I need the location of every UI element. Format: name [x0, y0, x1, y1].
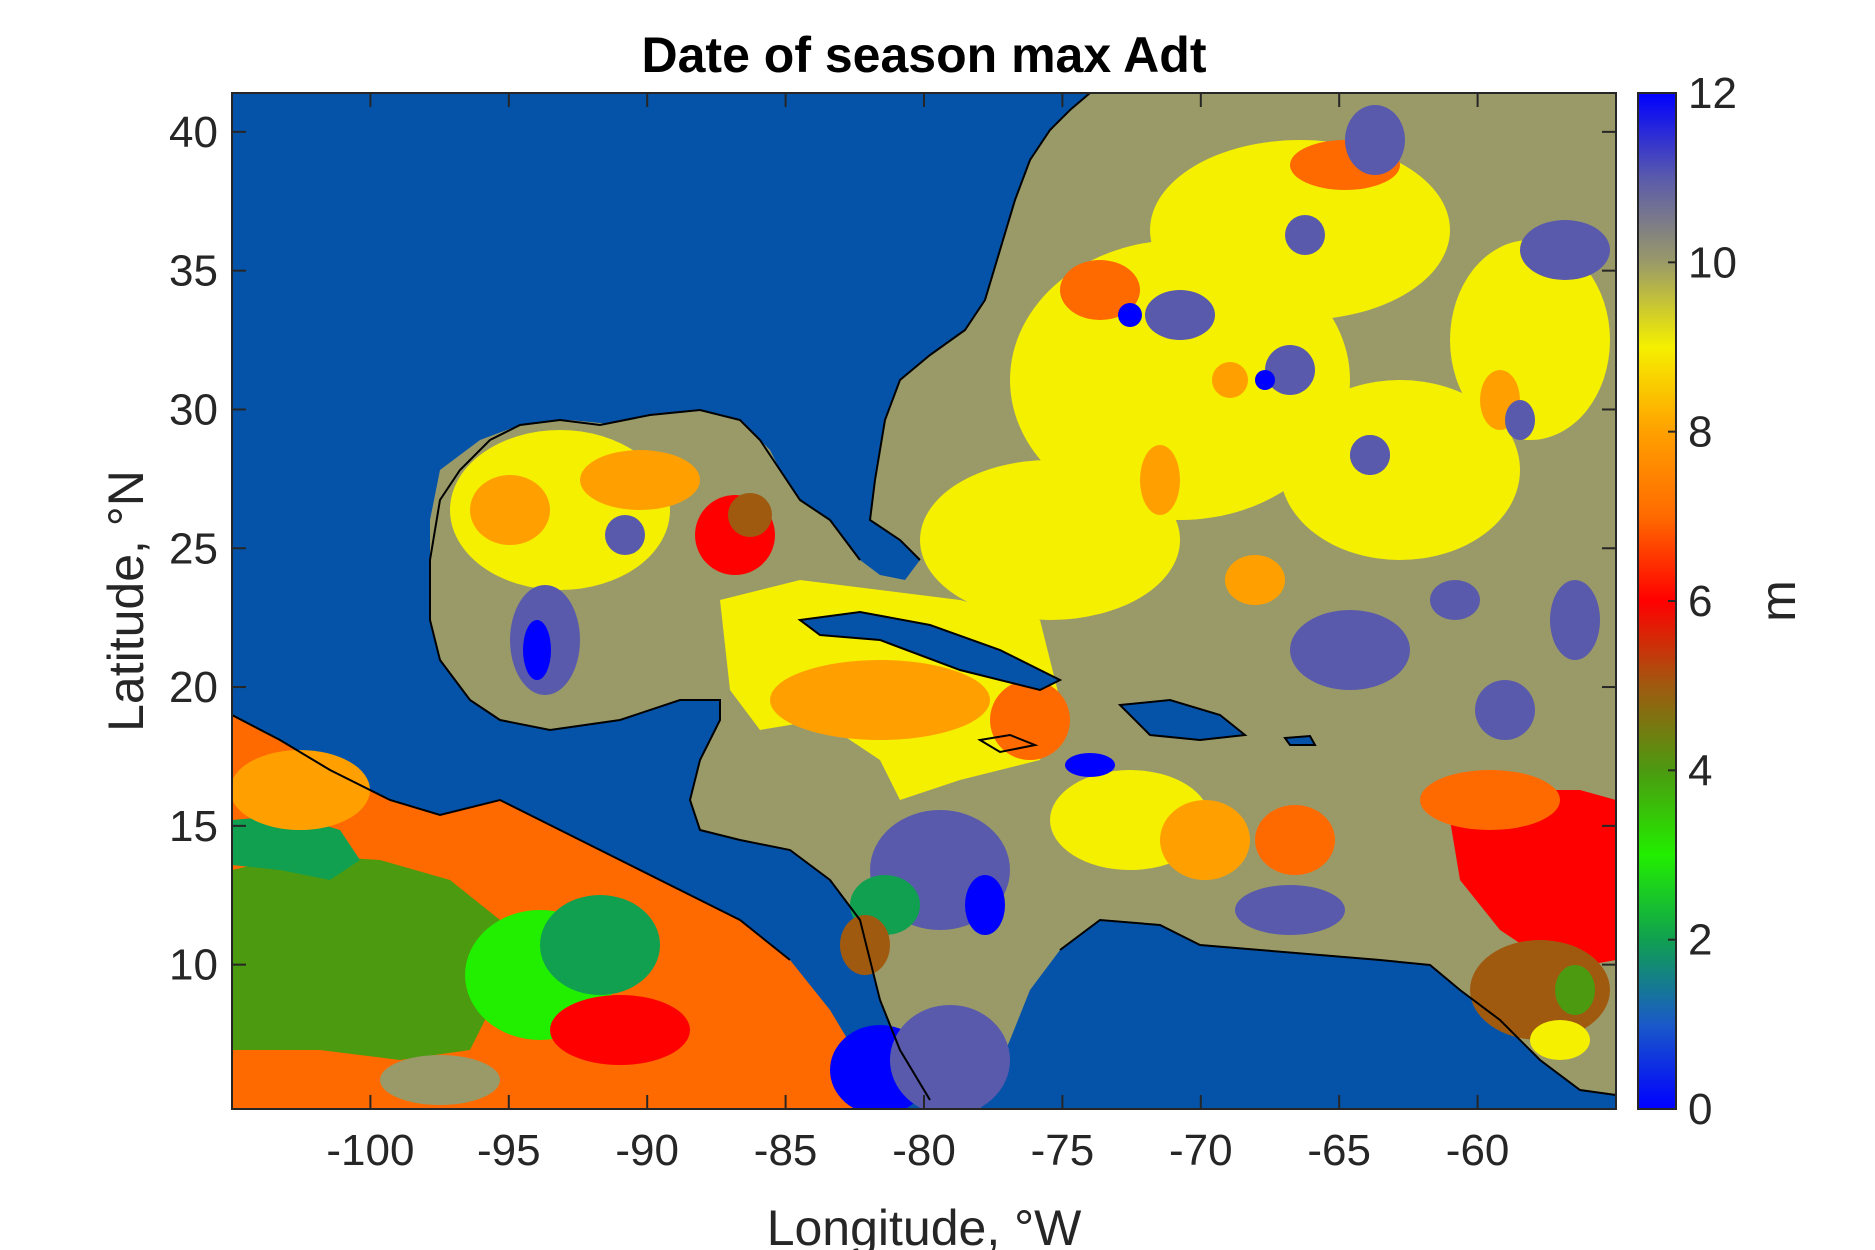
colorbar-tick-label: 4: [1688, 746, 1712, 795]
atlantic-blue-b: [1255, 370, 1275, 390]
caribbean-blue-b: [1065, 753, 1115, 777]
gulf-blue-a: [523, 620, 551, 680]
atlantic-purple-k: [1505, 400, 1535, 440]
colorbar-tick-label: 10: [1688, 238, 1737, 287]
colorbar: 0 2 4 6 8 10 12 m: [1637, 69, 1806, 1134]
atlantic-purple-g: [1520, 220, 1610, 280]
atlantic-orange-e: [1212, 362, 1248, 398]
coastline-south-america: [1059, 918, 1616, 1096]
pacific-green-a: [232, 855, 500, 1060]
colorbar-label: m: [1750, 580, 1806, 622]
atlantic-purple-c: [1145, 290, 1215, 340]
caribbean-orange-c: [1160, 800, 1250, 880]
x-tick-label: -100: [326, 1126, 414, 1175]
x-tick-label: -95: [477, 1126, 541, 1175]
gulf-orange-a: [470, 475, 550, 545]
colorbar-ticks: 0 2 4 6 8 10 12: [1668, 69, 1737, 1134]
y-axis-ticks: 10 15 20 25 30 35 40: [169, 108, 1616, 990]
caribbean-orange: [770, 660, 990, 740]
colorbar-tick-label: 0: [1688, 1085, 1712, 1134]
pacific-orange: [232, 750, 370, 830]
east-caribbean-red: [1450, 790, 1616, 970]
coastline-pacific: [232, 714, 791, 961]
gulf-brown: [728, 493, 772, 537]
atlantic-purple-j: [1430, 580, 1480, 620]
caribbean-orange-b: [990, 680, 1070, 760]
y-tick-label: 10: [169, 941, 218, 990]
x-tick-label: -85: [754, 1126, 818, 1175]
atlantic-blue-a: [1118, 303, 1142, 327]
atlantic-purple-h: [1550, 580, 1600, 660]
x-tick-label: -60: [1446, 1126, 1510, 1175]
coastlines: [232, 93, 1616, 1101]
east-caribbean-orange: [1420, 770, 1560, 830]
atlantic-purple-b: [1285, 215, 1325, 255]
x-tick-label: -65: [1307, 1126, 1371, 1175]
atlantic-orange-c: [1140, 445, 1180, 515]
atlantic-purple-i: [1475, 680, 1535, 740]
x-axis-ticks: -100 -95 -90 -85 -80 -75 -70 -65 -60: [326, 93, 1509, 1175]
coastline-north-america: [429, 93, 1091, 1101]
colorbar-tick-label: 8: [1688, 408, 1712, 457]
colorbar-tick-label: 2: [1688, 916, 1712, 965]
y-tick-label: 40: [169, 108, 218, 157]
x-tick-label: -80: [892, 1126, 956, 1175]
atlantic-purple-a: [1345, 105, 1405, 175]
coastline-jamaica: [977, 733, 1039, 754]
coastline-cuba: [797, 610, 1063, 692]
caribbean-orange-d: [1255, 805, 1335, 875]
caribbean-blue: [965, 875, 1005, 935]
y-tick-label: 35: [169, 247, 218, 296]
caribbean-purple-b: [1235, 885, 1345, 935]
caribbean-brown: [840, 915, 890, 975]
atlantic-purple-d: [1265, 345, 1315, 395]
colorbar-tick-label: 12: [1688, 69, 1737, 118]
chart-title: Date of season max Adt: [642, 27, 1207, 83]
x-axis-label: Longitude, °W: [767, 1200, 1082, 1250]
coastline-hispaniola: [1117, 698, 1248, 742]
east-caribbean-green: [1555, 965, 1595, 1015]
pacific-green-b: [232, 815, 360, 880]
x-tick-label: -90: [615, 1126, 679, 1175]
pacific-red: [550, 995, 690, 1065]
y-axis-label: Latitude, °N: [98, 470, 154, 732]
gulf-orange-b: [580, 450, 700, 510]
coastline-puerto-rico: [1283, 734, 1317, 746]
atlantic-purple-l: [1350, 435, 1390, 475]
map-panel: [232, 93, 1616, 1109]
land-mass-south-america: [980, 920, 1616, 1109]
y-tick-label: 15: [169, 802, 218, 851]
pacific-purple: [890, 1005, 1010, 1109]
atlantic-yellow-c: [920, 460, 1180, 620]
atlantic-purple-f: [1290, 610, 1410, 690]
x-tick-label: -70: [1169, 1126, 1233, 1175]
y-tick-label: 30: [169, 385, 218, 434]
x-tick-label: -75: [1031, 1126, 1095, 1175]
atlantic-orange-f: [1225, 555, 1285, 605]
atlantic-yellow-d: [1280, 380, 1520, 560]
east-caribbean-yellow: [1530, 1020, 1590, 1060]
y-tick-label: 20: [169, 663, 218, 712]
gulf-purple-b: [605, 515, 645, 555]
pacific-grey: [380, 1055, 500, 1105]
y-tick-label: 25: [169, 524, 218, 573]
atlantic-orange-b: [1060, 260, 1140, 320]
colorbar-tick-label: 6: [1688, 577, 1712, 626]
pacific-green-c: [540, 895, 660, 995]
